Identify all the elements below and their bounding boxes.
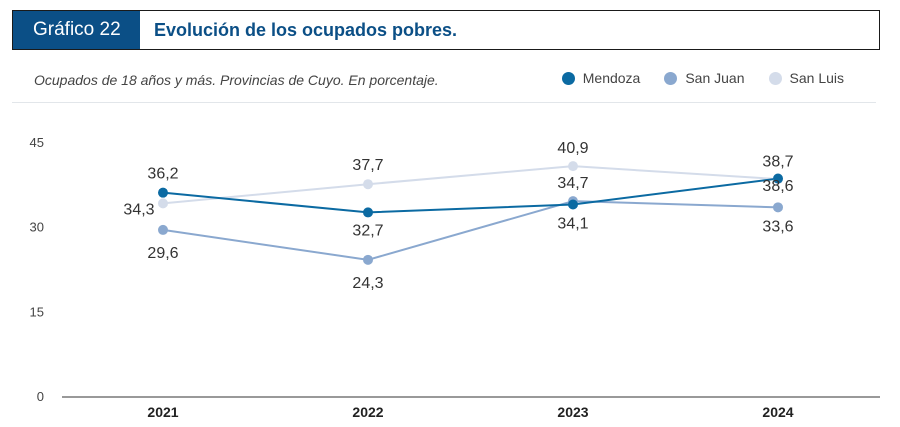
- data-point: [363, 207, 373, 218]
- data-label: 38,7: [762, 154, 793, 171]
- data-point: [773, 202, 783, 213]
- data-label: 36,2: [147, 166, 178, 183]
- data-point: [363, 179, 373, 190]
- legend-item-san-juan: San Juan: [664, 70, 745, 86]
- chart-subtitle: Ocupados de 18 años y más. Provincias de…: [34, 72, 439, 88]
- data-point: [568, 199, 578, 210]
- x-tick-label: 2024: [762, 404, 793, 420]
- data-label: 34,1: [557, 216, 588, 233]
- chart-title: Evolución de los ocupados pobres.: [154, 19, 458, 40]
- x-tick-label: 2021: [147, 404, 178, 420]
- data-label: 34,3: [123, 201, 154, 218]
- series-line-san-juan: [162, 200, 779, 261]
- series-line-mendoza: [162, 177, 779, 214]
- data-label: 37,7: [352, 157, 383, 174]
- y-tick-label: 45: [30, 135, 44, 150]
- data-point: [158, 198, 168, 209]
- legend-swatch-san-luis: [768, 71, 782, 85]
- data-label: 29,6: [147, 245, 178, 262]
- chart-number: Gráfico 22: [13, 11, 140, 49]
- y-tick-label: 30: [30, 220, 44, 235]
- legend-item-san-luis: San Luis: [768, 70, 844, 86]
- data-point: [773, 173, 783, 184]
- legend-label-san-juan: San Juan: [685, 70, 745, 86]
- chart-legend: Mendoza San Juan San Luis: [561, 70, 844, 86]
- legend-swatch-mendoza: [561, 71, 575, 85]
- y-tick-label: 15: [30, 304, 44, 319]
- data-point: [568, 161, 578, 172]
- data-label: 24,3: [352, 275, 383, 292]
- data-point: [363, 254, 373, 265]
- data-label: 34,7: [557, 175, 588, 192]
- data-point: [158, 224, 168, 235]
- legend-label-san-luis: San Luis: [789, 70, 844, 86]
- data-label: 38,6: [762, 178, 793, 195]
- legend-item-mendoza: Mendoza: [561, 70, 641, 86]
- x-tick-label: 2023: [557, 404, 588, 420]
- legend-label-mendoza: Mendoza: [582, 70, 641, 86]
- x-tick-label: 2022: [352, 404, 383, 420]
- y-tick-label: 0: [37, 389, 44, 404]
- subtitle-bar: Ocupados de 18 años y más. Provincias de…: [12, 56, 876, 103]
- data-label: 33,6: [762, 218, 793, 235]
- data-label: 32,7: [352, 222, 383, 239]
- data-point: [158, 187, 168, 198]
- series-line-san-luis: [162, 165, 779, 205]
- data-label: 40,9: [557, 140, 588, 157]
- legend-swatch-san-juan: [664, 71, 678, 85]
- chart-header: Gráfico 22 Evolución de los ocupados pob…: [12, 10, 880, 50]
